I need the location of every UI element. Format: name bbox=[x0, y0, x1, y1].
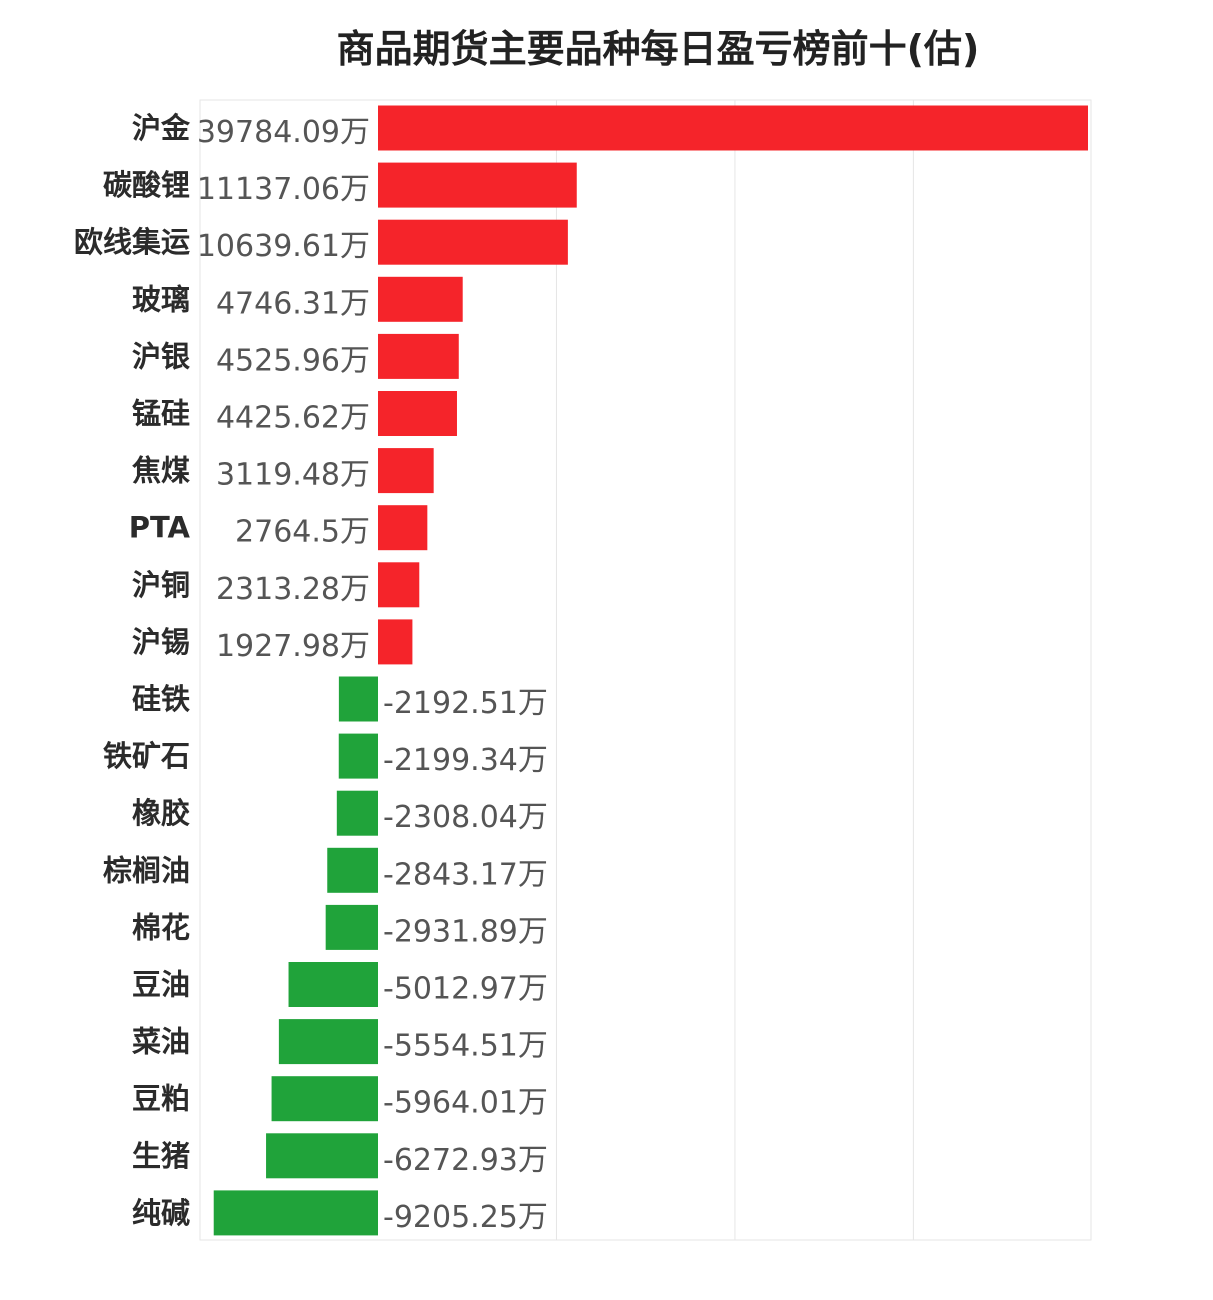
bar bbox=[378, 391, 457, 436]
category-label: 纯碱 bbox=[132, 1196, 190, 1230]
chart-title: 商品期货主要品种每日盈亏榜前十(估) bbox=[336, 27, 980, 71]
value-label: -2308.04万 bbox=[383, 800, 548, 835]
value-labels: 39784.09万 11137.06万 10639.61万 4746.31万 4525.… bbox=[197, 115, 548, 1235]
category-label: PTA bbox=[129, 511, 191, 545]
category-label: 沪金 bbox=[132, 111, 191, 145]
value-label: 2764.5万 bbox=[235, 515, 370, 550]
value-label: 4746.31万 bbox=[216, 286, 370, 321]
bar bbox=[378, 219, 568, 265]
bar bbox=[213, 1190, 378, 1236]
category-label: 锰硅 bbox=[132, 397, 190, 431]
bar bbox=[378, 505, 428, 551]
bar bbox=[378, 276, 463, 322]
category-label: 棉花 bbox=[132, 910, 190, 944]
value-label: 39784.09万 bbox=[197, 115, 370, 150]
bar bbox=[378, 162, 577, 208]
value-label: 2313.28万 bbox=[216, 572, 370, 607]
plot-frame bbox=[199, 99, 1092, 1241]
category-label: 玻璃 bbox=[132, 282, 190, 316]
bar bbox=[325, 904, 378, 950]
bar bbox=[327, 847, 378, 893]
category-label: 棕榈油 bbox=[103, 853, 190, 887]
category-label: 焦煤 bbox=[132, 454, 190, 488]
category-label: 欧线集运 bbox=[74, 225, 190, 259]
category-label: 沪锡 bbox=[132, 625, 190, 659]
bar bbox=[336, 790, 378, 836]
bar bbox=[378, 105, 1088, 151]
category-label: 碳酸锂 bbox=[103, 168, 190, 202]
category-label: 橡胶 bbox=[132, 796, 190, 830]
bar bbox=[378, 448, 434, 494]
bars bbox=[213, 105, 1088, 1236]
value-label: 4525.96万 bbox=[216, 343, 370, 378]
value-label: 1927.98万 bbox=[216, 629, 370, 664]
bar bbox=[378, 619, 413, 665]
value-label: 3119.48万 bbox=[216, 458, 370, 493]
bar bbox=[378, 562, 420, 608]
grid-lines bbox=[199, 99, 1092, 1241]
value-label: 4425.62万 bbox=[216, 401, 370, 436]
bar bbox=[266, 1133, 378, 1179]
bar bbox=[338, 676, 378, 722]
bar bbox=[288, 962, 378, 1007]
value-label: -5554.51万 bbox=[383, 1029, 548, 1064]
value-label: -6272.93万 bbox=[383, 1143, 548, 1178]
value-label: -5012.97万 bbox=[383, 972, 548, 1007]
category-label: 豆油 bbox=[132, 968, 190, 1002]
value-label: -9205.25万 bbox=[383, 1200, 548, 1235]
value-label: 11137.06万 bbox=[197, 172, 370, 207]
bar bbox=[378, 333, 459, 379]
bar bbox=[271, 1076, 378, 1122]
value-label: 10639.61万 bbox=[197, 229, 370, 264]
value-label: -2843.17万 bbox=[383, 857, 548, 892]
value-label: -2199.34万 bbox=[383, 743, 548, 778]
value-label: -2931.89万 bbox=[383, 914, 548, 949]
category-label: 菜油 bbox=[132, 1025, 190, 1059]
category-label: 铁矿石 bbox=[103, 739, 190, 773]
value-label: -2192.51万 bbox=[383, 686, 548, 721]
bar bbox=[278, 1019, 378, 1065]
value-label: -5964.01万 bbox=[383, 1086, 548, 1121]
category-label: 豆粕 bbox=[132, 1082, 190, 1116]
category-label: 生猪 bbox=[132, 1139, 190, 1173]
category-label: 沪银 bbox=[132, 339, 190, 373]
category-label: 沪铜 bbox=[132, 568, 190, 602]
bar bbox=[338, 733, 378, 779]
category-label: 硅铁 bbox=[132, 682, 190, 716]
